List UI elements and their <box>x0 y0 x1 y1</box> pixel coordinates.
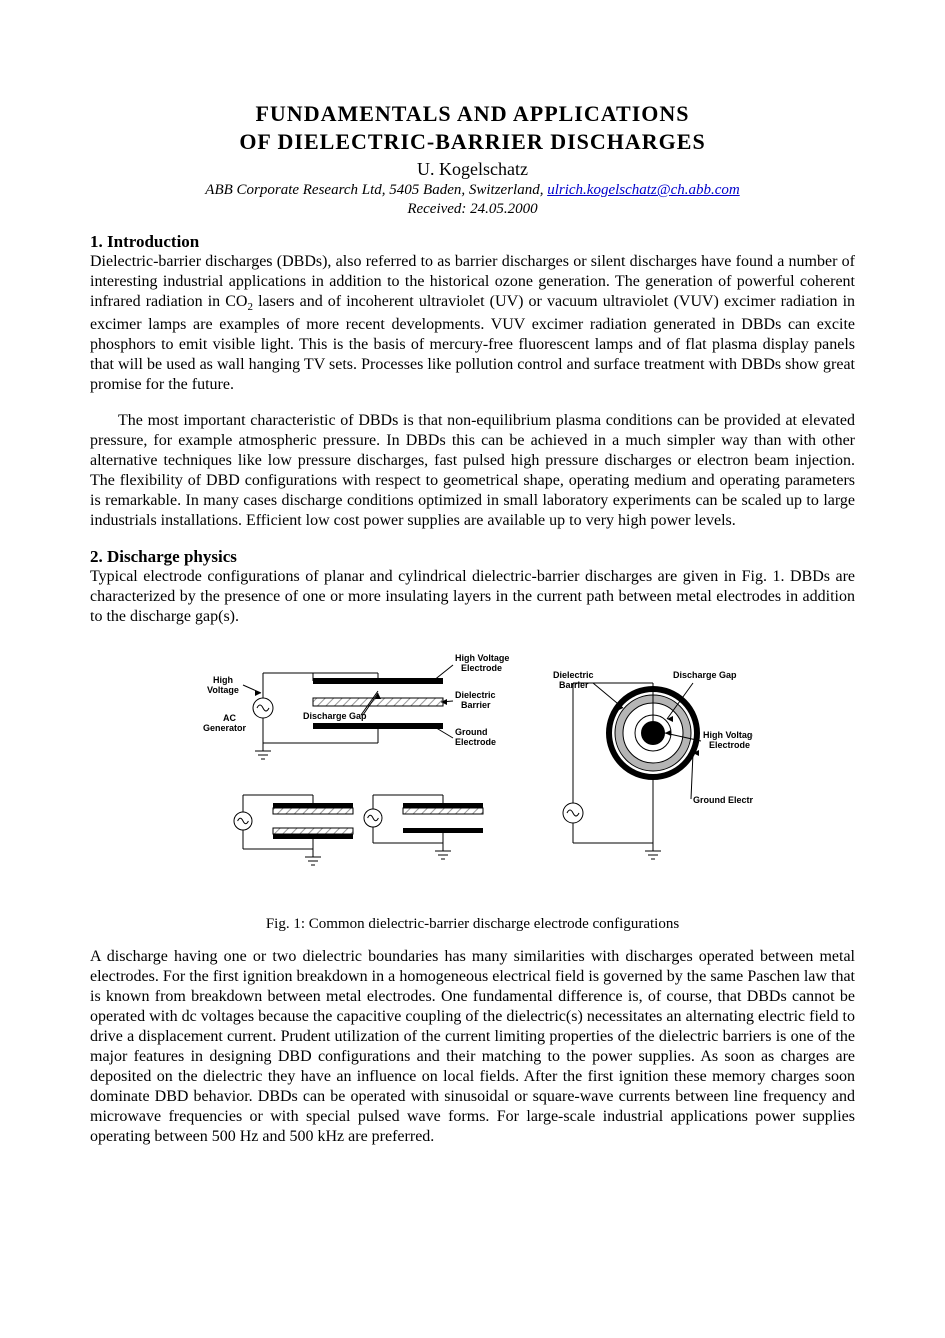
received-date: Received: 24.05.2000 <box>90 201 855 218</box>
title-line-2: OF DIELECTRIC-BARRIER DISCHARGES <box>239 129 705 154</box>
paper-title: FUNDAMENTALS AND APPLICATIONS OF DIELECT… <box>90 100 855 155</box>
svg-text:Discharge Gap: Discharge Gap <box>673 670 737 680</box>
svg-text:Generator: Generator <box>203 723 247 733</box>
svg-text:Ground: Ground <box>455 727 488 737</box>
svg-text:Ground Electrode: Ground Electrode <box>693 795 753 805</box>
svg-text:Electrode: Electrode <box>455 737 496 747</box>
svg-text:AC: AC <box>223 713 236 723</box>
section-1-paragraph-1: Dielectric-barrier discharges (DBDs), al… <box>90 252 855 395</box>
svg-text:Dielectric: Dielectric <box>455 690 496 700</box>
svg-text:Dielectric: Dielectric <box>553 670 594 680</box>
svg-text:Barrier: Barrier <box>461 700 491 710</box>
svg-text:Electrode: Electrode <box>709 740 750 750</box>
svg-text:High Voltage: High Voltage <box>703 730 753 740</box>
author-email-link[interactable]: ulrich.kogelschatz@ch.abb.com <box>547 182 740 198</box>
svg-text:Barrier: Barrier <box>559 680 589 690</box>
page: FUNDAMENTALS AND APPLICATIONS OF DIELECT… <box>0 0 945 1223</box>
svg-text:High: High <box>213 675 233 685</box>
author-name: U. Kogelschatz <box>90 159 855 180</box>
section-2-paragraph-1: Typical electrode configurations of plan… <box>90 567 855 627</box>
svg-text:Voltage: Voltage <box>207 685 239 695</box>
figure-1-caption: Fig. 1: Common dielectric-barrier discha… <box>90 916 855 933</box>
affiliation-text: ABB Corporate Research Ltd, 5405 Baden, … <box>205 182 547 198</box>
title-line-1: FUNDAMENTALS AND APPLICATIONS <box>255 101 689 126</box>
svg-text:Electrode: Electrode <box>461 663 502 673</box>
svg-text:High Voltage: High Voltage <box>455 653 509 663</box>
section-2-heading: 2. Discharge physics <box>90 547 855 567</box>
figure-1: HighVoltageACGeneratorHigh VoltageElectr… <box>90 643 855 908</box>
section-1-paragraph-2: The most important characteristic of DBD… <box>90 411 855 531</box>
figure-1-svg: HighVoltageACGeneratorHigh VoltageElectr… <box>193 643 753 903</box>
section-1-heading: 1. Introduction <box>90 232 855 252</box>
affiliation: ABB Corporate Research Ltd, 5405 Baden, … <box>90 182 855 199</box>
svg-text:Discharge Gap: Discharge Gap <box>303 711 367 721</box>
section-2-paragraph-2: A discharge having one or two dielectric… <box>90 947 855 1147</box>
